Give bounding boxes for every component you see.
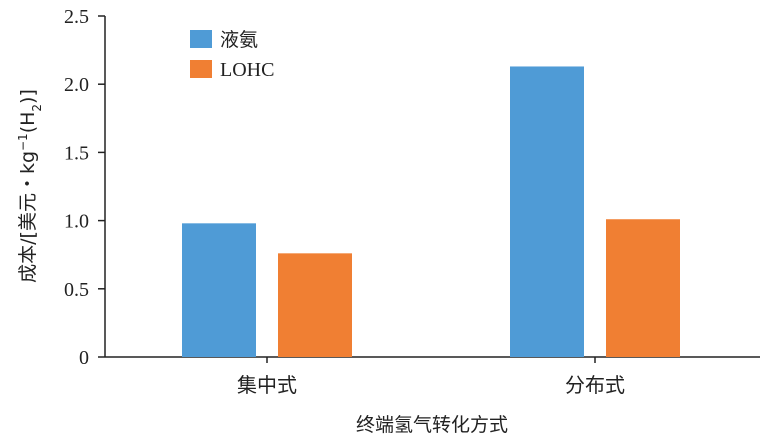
legend-swatch [190,30,212,48]
y-ticks: 0 0.5 1.0 1.5 2.0 2.5 [64,6,105,369]
y-axis-title-sup: −1 [16,133,30,151]
y-tick-label: 1.0 [64,211,89,233]
legend-label: 液氨 [220,29,258,51]
x-category-label: 集中式 [237,373,297,397]
y-axis-title: 成本/[美元・kg−1(H2)] [16,89,44,283]
bar-series2 [606,219,680,357]
y-tick-label: 2.0 [64,74,89,96]
legend-swatch [190,60,212,78]
bar-series1 [510,66,584,357]
y-tick-label: 1.5 [64,142,89,164]
y-axis-title-main: 成本/[美元・kg [17,151,39,283]
legend-label: LOHC [220,59,274,81]
x-category-labels: 集中式 分布式 [237,373,625,397]
y-axis-title-sub: 2 [30,104,44,112]
y-axis-title-end: )] [17,89,39,104]
y-tick-label: 0 [79,347,89,369]
bars [182,66,680,363]
x-category-label: 分布式 [565,373,625,397]
bar-series1 [182,223,256,357]
y-axis-title-mid: (H [17,112,39,134]
legend: 液氨 LOHC [190,29,274,81]
y-tick-label: 2.5 [64,6,89,28]
x-axis-title: 终端氢气转化方式 [356,414,508,436]
bar-series2 [278,253,352,357]
y-tick-label: 0.5 [64,279,89,301]
